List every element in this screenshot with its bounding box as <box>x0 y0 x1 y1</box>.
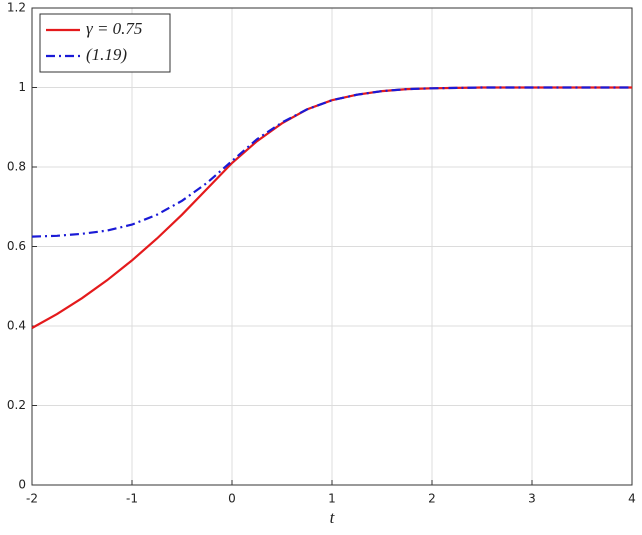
y-tick-label: 0.6 <box>7 239 26 253</box>
legend-box <box>39 13 171 73</box>
legend-label: (1.19) <box>86 45 127 64</box>
x-axis-label: t <box>330 508 336 527</box>
legend-label: γ = 0.75 <box>86 19 142 38</box>
x-tick-label: 1 <box>328 492 336 506</box>
x-tick-label: -2 <box>26 492 38 506</box>
x-tick-label: 3 <box>528 492 536 506</box>
y-tick-label: 1 <box>18 80 26 94</box>
y-tick-label: 1.2 <box>7 1 26 15</box>
line-series <box>31 86 632 238</box>
y-tick-label: 0.8 <box>7 160 26 174</box>
x-tick-label: 0 <box>228 492 236 506</box>
x-tick-label: 2 <box>428 492 436 506</box>
y-tick-label: 0.2 <box>7 398 26 412</box>
x-tick-label: 4 <box>628 492 636 506</box>
axes-frame <box>31 7 633 486</box>
y-tick-label: 0.4 <box>7 319 26 333</box>
y-tick-label: 0 <box>18 478 26 492</box>
x-tick-label: -1 <box>126 492 138 506</box>
